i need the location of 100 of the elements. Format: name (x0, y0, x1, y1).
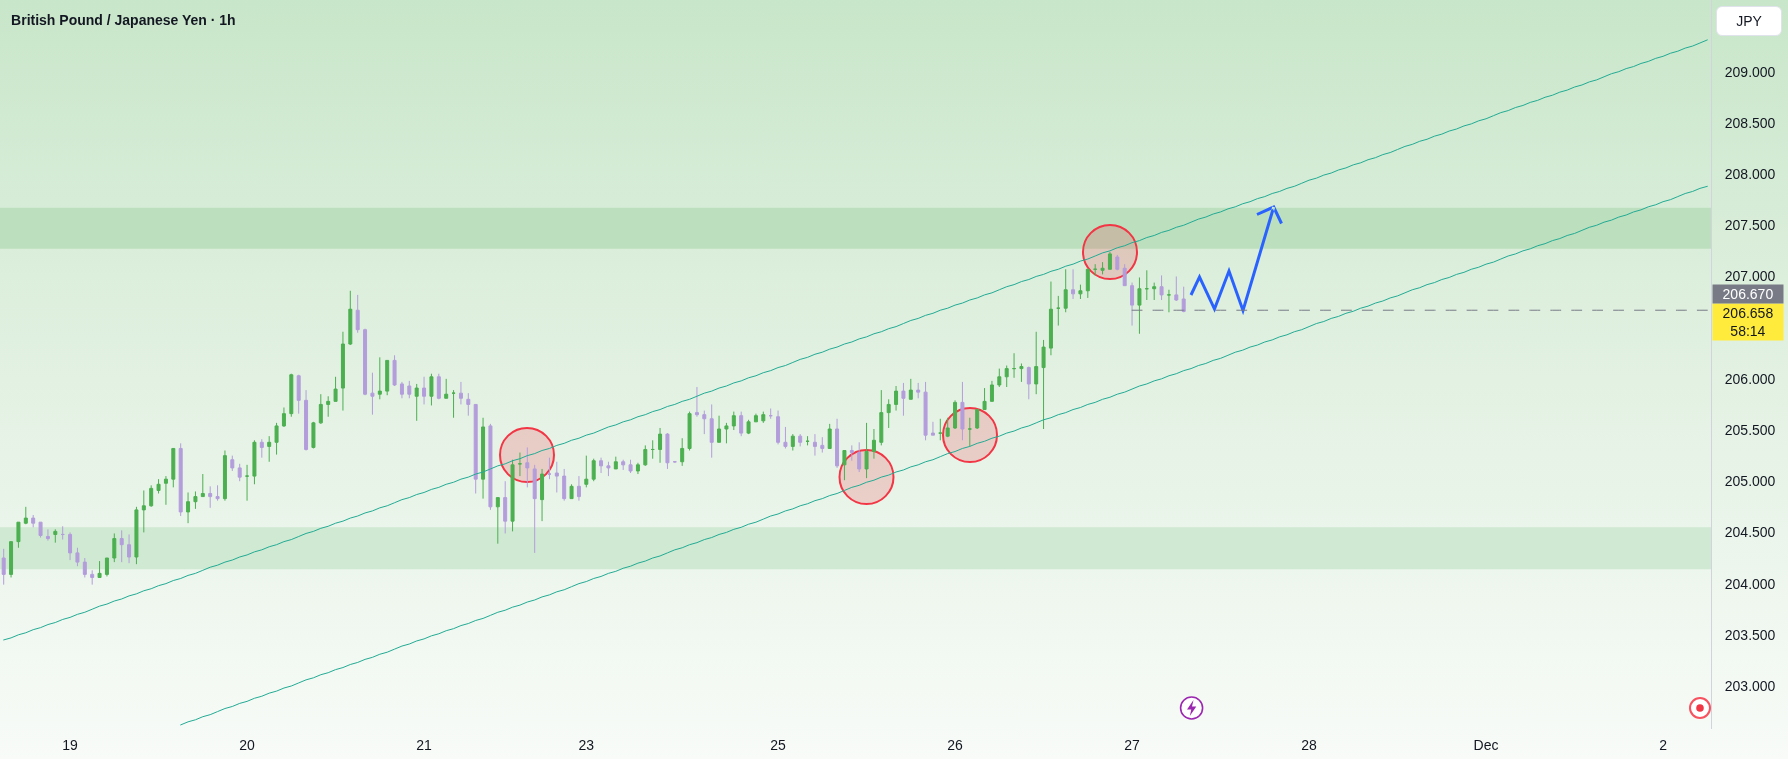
candlestick (82, 557, 87, 578)
candlestick (547, 457, 552, 480)
currency-button: JPY (1716, 6, 1782, 36)
candlestick (222, 450, 227, 502)
candlestick (643, 444, 648, 467)
candlestick (1137, 276, 1142, 335)
candlestick (1085, 268, 1090, 299)
candlestick (694, 386, 699, 418)
candlestick (569, 483, 574, 500)
text: British Pound / Japanese Yen · 1h (11, 11, 236, 28)
candlestick (916, 382, 921, 399)
candlestick (392, 354, 397, 387)
candlestick (149, 484, 154, 508)
candlestick (348, 290, 353, 346)
candlestick (820, 436, 825, 454)
candlestick (1107, 251, 1112, 270)
y-tick-label: 207.000 (1724, 268, 1776, 285)
candlestick (458, 381, 463, 405)
candlestick (554, 461, 559, 493)
x-tick-label: 28 (1301, 737, 1318, 753)
x-tick-label: Dec (1473, 737, 1499, 753)
candlestick (1130, 282, 1135, 327)
candlestick (104, 557, 109, 577)
candlestick (1012, 352, 1017, 379)
candlestick (340, 331, 345, 412)
candlestick (422, 376, 427, 405)
y-tick-label: 209.000 (1724, 63, 1776, 80)
candlestick (407, 380, 412, 399)
candlestick (1048, 281, 1053, 356)
candlestick (879, 389, 884, 446)
x-tick-label: 27 (1124, 737, 1141, 753)
candlestick (621, 459, 626, 471)
candlestick (495, 497, 500, 545)
candlestick (665, 432, 670, 470)
candlestick (812, 433, 817, 457)
candlestick (1063, 268, 1068, 313)
candlestick (141, 489, 146, 533)
candlestick (1166, 289, 1171, 313)
candlestick (1041, 339, 1046, 430)
line-series (3, 39, 1708, 641)
candlestick (1100, 261, 1105, 275)
candlestick (1034, 331, 1039, 395)
candlestick (75, 547, 80, 567)
candlestick (186, 491, 191, 524)
candlestick (724, 422, 729, 444)
candlestick (274, 422, 279, 456)
y-tick-label: 204.500 (1724, 524, 1776, 541)
candlestick (886, 398, 891, 429)
candlestick (326, 395, 331, 418)
candlestick (60, 525, 65, 541)
y-tick-label: 205.500 (1724, 421, 1776, 438)
candlestick (768, 408, 773, 420)
x-tick-label: 25 (770, 737, 787, 753)
candlestick (112, 532, 117, 563)
y-tick-label: 206.000 (1724, 370, 1776, 387)
candlestick (650, 439, 655, 460)
candlestick (259, 438, 264, 459)
candlestick (119, 529, 124, 563)
candlestick (871, 428, 876, 460)
candlestick (156, 478, 161, 495)
candlestick (90, 569, 95, 586)
candlestick (517, 452, 522, 477)
candlestick (245, 464, 250, 502)
x-tick-label: 19 (62, 737, 79, 753)
candlestick (945, 417, 950, 438)
candlestick (1115, 254, 1120, 271)
candlestick (702, 410, 707, 435)
line-series (180, 185, 1708, 726)
candlestick (989, 380, 994, 402)
candlestick (45, 528, 50, 542)
candlestick (510, 459, 515, 532)
candlestick (355, 294, 360, 334)
candlestick (200, 473, 205, 498)
candlestick (525, 446, 530, 488)
candlestick (938, 418, 943, 441)
candlestick (237, 463, 242, 482)
candlestick (9, 541, 14, 578)
candlestick (230, 455, 235, 472)
candlestick (281, 407, 286, 428)
candlestick (370, 372, 375, 416)
candlestick (894, 385, 899, 412)
candlestick (208, 485, 213, 509)
candlestick (267, 435, 272, 463)
y-tick-label: 203.000 (1724, 677, 1776, 694)
candlestick (38, 521, 43, 539)
candlestick (1093, 263, 1098, 276)
candlestick (584, 455, 589, 488)
candlestick (488, 423, 493, 511)
candlestick (930, 421, 935, 436)
candlestick (1144, 269, 1149, 301)
candlestick (377, 356, 382, 400)
candlestick (908, 378, 913, 400)
candlestick (134, 506, 139, 565)
candlestick (1122, 263, 1127, 287)
candlestick (731, 411, 736, 431)
candlestick (385, 359, 390, 396)
candlestick (835, 418, 840, 469)
candlestick (1152, 282, 1157, 301)
candlestick (591, 458, 596, 482)
candlestick (1, 548, 6, 586)
